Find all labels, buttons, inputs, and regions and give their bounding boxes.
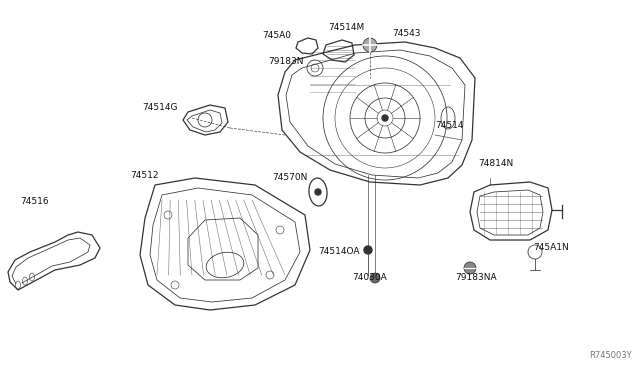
Text: 74570N: 74570N (272, 173, 307, 183)
Text: 74514: 74514 (435, 121, 463, 129)
Circle shape (370, 273, 380, 283)
Circle shape (382, 115, 388, 121)
Text: R745003Y: R745003Y (589, 351, 632, 360)
Text: 74030A: 74030A (352, 273, 387, 282)
Circle shape (363, 38, 377, 52)
Circle shape (464, 262, 476, 274)
Text: 74512: 74512 (130, 170, 159, 180)
Text: 79183NA: 79183NA (455, 273, 497, 282)
Text: 745A1N: 745A1N (533, 244, 569, 253)
Text: 745A0: 745A0 (262, 32, 291, 41)
Text: 74814N: 74814N (478, 158, 513, 167)
Text: 74516: 74516 (20, 198, 49, 206)
Text: 79183N: 79183N (268, 58, 303, 67)
Text: 74543: 74543 (392, 29, 420, 38)
Circle shape (315, 189, 321, 195)
Text: 74514M: 74514M (328, 23, 364, 32)
Text: 74514G: 74514G (142, 103, 177, 112)
Circle shape (364, 246, 372, 254)
Text: 74514OA: 74514OA (318, 247, 360, 257)
